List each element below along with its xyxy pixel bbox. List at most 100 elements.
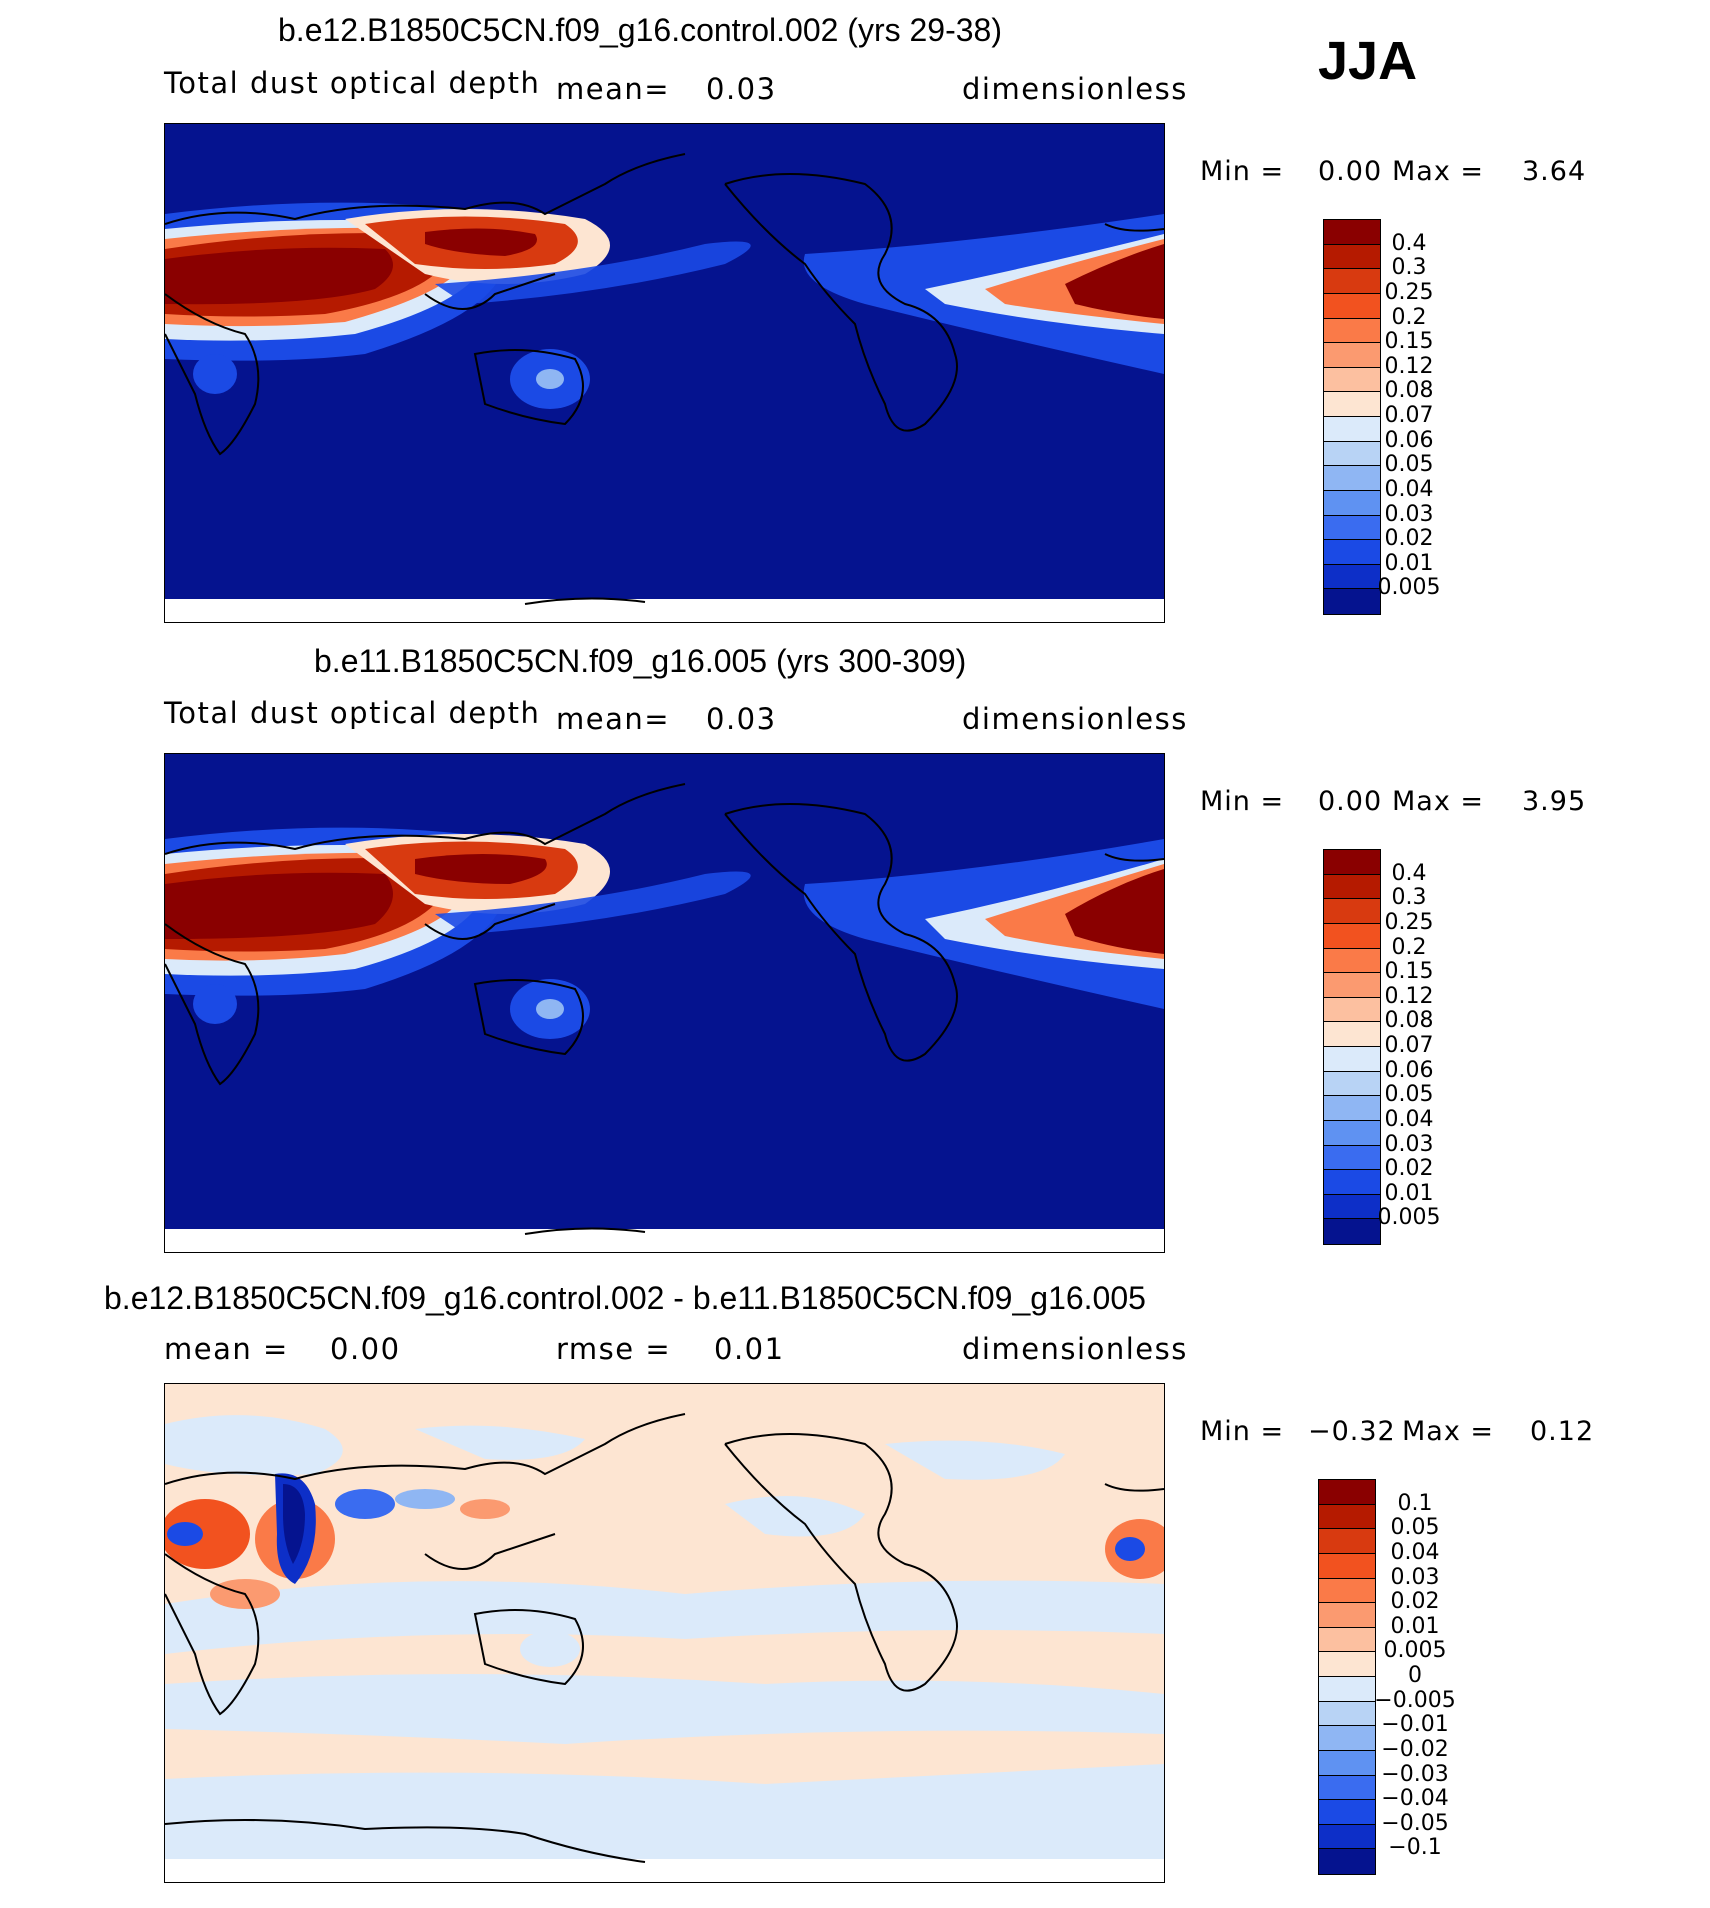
panel-3-colorbar bbox=[1318, 1479, 1376, 1875]
colorbar-swatch bbox=[1324, 441, 1380, 467]
colorbar-swatch bbox=[1319, 1800, 1375, 1825]
panel-3-max-label: Max = bbox=[1402, 1416, 1495, 1447]
colorbar-swatch bbox=[1324, 973, 1380, 998]
colorbar-level-label: 0.15 bbox=[1384, 329, 1434, 355]
colorbar-swatch bbox=[1324, 490, 1380, 516]
panel-2-max-label: Max = bbox=[1392, 786, 1485, 817]
colorbar-swatch bbox=[1319, 1578, 1375, 1604]
colorbar-swatch bbox=[1319, 1504, 1375, 1530]
colorbar-swatch bbox=[1319, 1750, 1375, 1776]
colorbar-swatch bbox=[1324, 1071, 1380, 1097]
colorbar-level-label: 0.07 bbox=[1384, 403, 1434, 428]
panel-1-coastlines bbox=[165, 153, 1164, 605]
panel-2-dust-plume-saharan bbox=[165, 827, 510, 996]
panel-1-dust-plume-atlantic bbox=[803, 214, 1164, 374]
colorbar-swatch bbox=[1324, 899, 1380, 924]
panel-3-rmse-value: 0.01 bbox=[714, 1332, 785, 1366]
panel-2-dust-plume-atlantic bbox=[803, 839, 1164, 1009]
panel-1-mean-value: 0.03 bbox=[706, 72, 777, 106]
colorbar-level-label: 0.05 bbox=[1390, 1515, 1440, 1541]
panel-2-mean-value: 0.03 bbox=[706, 702, 777, 736]
colorbar-level-label: 0.06 bbox=[1384, 1057, 1434, 1083]
colorbar-level-label: 0.08 bbox=[1384, 1008, 1434, 1034]
panel-2-min-value: 0.00 bbox=[1318, 786, 1383, 817]
colorbar-level-label: 0.03 bbox=[1384, 501, 1434, 527]
panel-3-mean-value: 0.00 bbox=[330, 1332, 401, 1366]
colorbar-level-label: −0.05 bbox=[1381, 1810, 1449, 1836]
colorbar-swatch bbox=[1324, 343, 1380, 368]
colorbar-swatch bbox=[1319, 1529, 1375, 1554]
panel-2-max-value: 3.95 bbox=[1522, 786, 1587, 817]
panel-1-max-value: 3.64 bbox=[1522, 156, 1587, 187]
colorbar-level-label: 0.08 bbox=[1384, 378, 1434, 404]
colorbar-level-label: 0.3 bbox=[1391, 255, 1427, 281]
colorbar-level-label: 0.2 bbox=[1391, 934, 1427, 960]
panel-3-colorbar-labels: 0.1 0.05 0.04 0.03 0.02 0.01 0.005 0 −0.005 −0.01… bbox=[1374, 1479, 1488, 1873]
panel-2-colorbar-labels: 0.4 0.3 0.25 0.2 0.15 0.12 0.08 0.07 0.06 0.05 0.0… bbox=[1378, 849, 1482, 1243]
colorbar-level-label: 0.12 bbox=[1384, 353, 1434, 379]
colorbar-swatch bbox=[1324, 244, 1380, 270]
colorbar-level-label: 0.02 bbox=[1384, 1156, 1434, 1182]
panel-1-variable: Total dust optical depth bbox=[164, 66, 541, 100]
colorbar-level-label: 0.01 bbox=[1384, 550, 1434, 576]
colorbar-level-label: −0.02 bbox=[1381, 1736, 1449, 1762]
panel-2-title: b.e11.B1850C5CN.f09_g16.005 (yrs 300-309… bbox=[314, 643, 967, 679]
colorbar-swatch bbox=[1324, 923, 1380, 949]
colorbar-level-label: 0.005 bbox=[1377, 575, 1441, 601]
panel-1-dust-south-africa bbox=[193, 354, 237, 394]
colorbar-swatch bbox=[1319, 1627, 1375, 1653]
colorbar-level-label: 0.05 bbox=[1384, 1082, 1434, 1108]
colorbar-swatch bbox=[1324, 417, 1380, 442]
panel-3-min-label: Min = bbox=[1200, 1416, 1285, 1447]
panel-2-dust-plume-central-asia bbox=[345, 834, 610, 914]
panel-1-dust-plume-central-asia bbox=[345, 209, 610, 284]
panel-3-negative-regions bbox=[165, 1415, 1164, 1859]
colorbar-level-label: −0.005 bbox=[1374, 1687, 1456, 1713]
colorbar-level-label: 0.04 bbox=[1384, 1106, 1434, 1132]
colorbar-swatch bbox=[1324, 1022, 1380, 1047]
colorbar-swatch bbox=[1324, 850, 1380, 875]
colorbar-level-label: 0.3 bbox=[1391, 885, 1427, 911]
colorbar-swatch bbox=[1324, 392, 1380, 417]
panel-2-coastlines bbox=[165, 783, 1164, 1235]
colorbar-level-label: 0.03 bbox=[1384, 1131, 1434, 1157]
panel-2-mean-label: mean= bbox=[556, 702, 671, 736]
colorbar-level-label: 0.15 bbox=[1384, 959, 1434, 985]
colorbar-level-label: 0.04 bbox=[1384, 476, 1434, 502]
panel-1-map bbox=[164, 123, 1165, 623]
colorbar-level-label: 0.02 bbox=[1390, 1589, 1440, 1615]
colorbar-swatch bbox=[1319, 1824, 1375, 1850]
colorbar-level-label: 0 bbox=[1408, 1663, 1422, 1688]
colorbar-swatch bbox=[1319, 1553, 1375, 1579]
panel-3-title: b.e12.B1850C5CN.f09_g16.control.002 - b.… bbox=[104, 1280, 1146, 1316]
colorbar-level-label: 0.06 bbox=[1384, 427, 1434, 453]
panel-3-min-value: −0.32 bbox=[1308, 1416, 1396, 1447]
panel-2-map bbox=[164, 753, 1165, 1253]
colorbar-level-label: 0.25 bbox=[1384, 279, 1434, 305]
colorbar-level-label: 0.25 bbox=[1384, 909, 1434, 935]
panel-3-coastlines bbox=[165, 1413, 1164, 1863]
panel-3-mean-label: mean = bbox=[164, 1332, 289, 1366]
colorbar-level-label: 0.2 bbox=[1391, 304, 1427, 330]
panel-3-anomaly-middle-east bbox=[165, 1473, 510, 1609]
colorbar-swatch bbox=[1324, 589, 1380, 614]
colorbar-level-label: 0.04 bbox=[1390, 1539, 1440, 1565]
colorbar-level-label: 0.01 bbox=[1390, 1613, 1440, 1639]
panel-2-variable: Total dust optical depth bbox=[164, 696, 541, 730]
colorbar-swatch bbox=[1324, 318, 1380, 344]
colorbar-swatch bbox=[1324, 515, 1380, 541]
colorbar-level-label: 0.005 bbox=[1377, 1205, 1441, 1231]
colorbar-level-label: 0.01 bbox=[1384, 1180, 1434, 1206]
panel-3-map bbox=[164, 1383, 1165, 1883]
colorbar-level-label: 0.005 bbox=[1383, 1638, 1447, 1664]
colorbar-swatch bbox=[1324, 540, 1380, 565]
panel-3-max-value: 0.12 bbox=[1530, 1416, 1595, 1447]
colorbar-level-label: 0.4 bbox=[1391, 860, 1427, 886]
colorbar-swatch bbox=[1319, 1603, 1375, 1628]
colorbar-swatch bbox=[1319, 1849, 1375, 1874]
colorbar-swatch bbox=[1324, 1194, 1380, 1220]
colorbar-swatch bbox=[1324, 564, 1380, 590]
colorbar-swatch bbox=[1324, 874, 1380, 900]
colorbar-swatch bbox=[1324, 997, 1380, 1023]
panel-2-dust-south-africa bbox=[193, 984, 237, 1024]
